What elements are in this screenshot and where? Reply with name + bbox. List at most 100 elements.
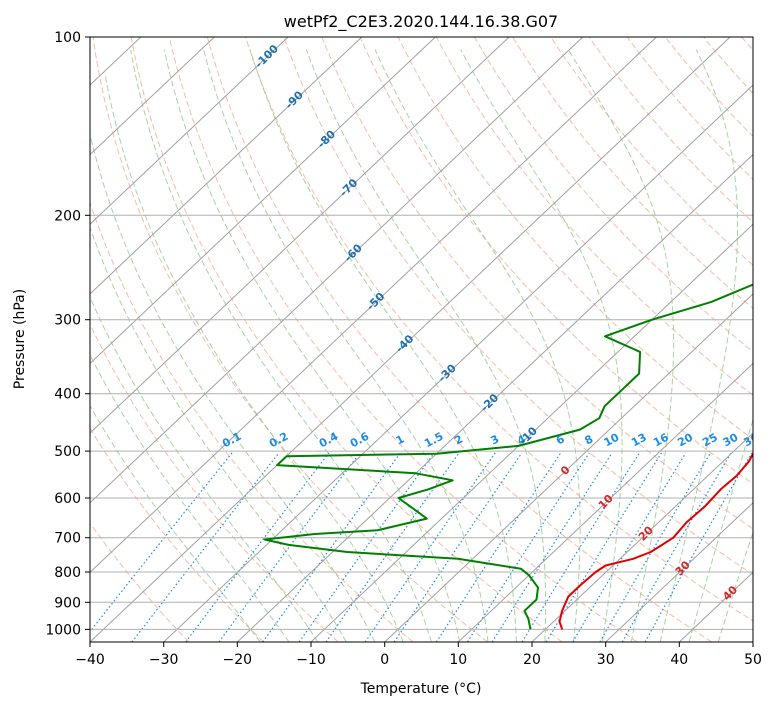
mixing-ratio-label: 0.6 bbox=[348, 430, 372, 451]
dry-adiabat bbox=[474, 37, 753, 353]
moist-adiabat bbox=[90, 295, 319, 642]
mixing-ratio-line bbox=[218, 452, 361, 642]
moist-adiabat bbox=[688, 417, 753, 642]
chart-title: wetPf2_C2E3.2020.144.16.38.G07 bbox=[284, 12, 558, 32]
moist-adiabat bbox=[163, 49, 461, 642]
dry-adiabat bbox=[283, 37, 753, 576]
moist-adiabat bbox=[717, 530, 753, 642]
y-axis-label: Pressure (hPa) bbox=[12, 289, 28, 389]
line-labels: 0.1 0.2 0.4 0.6 1 1.5 2 3 4 6 8 10 13 16 20 25 30 36-100-… bbox=[220, 42, 761, 603]
mixing-ratio-line bbox=[325, 452, 460, 642]
isotherm-line bbox=[90, 37, 584, 504]
dry-adiabat bbox=[321, 37, 753, 530]
moist-adiabat bbox=[567, 49, 675, 642]
dry-adiabat bbox=[168, 37, 638, 642]
y-tick-label: 300 bbox=[54, 313, 81, 329]
y-tick-label: 400 bbox=[54, 387, 81, 403]
mixing-ratio-label: 25 bbox=[700, 431, 720, 450]
x-tick-label: −30 bbox=[149, 652, 179, 668]
isotherm-line bbox=[531, 432, 753, 642]
mixing-ratio-label: 30 bbox=[721, 431, 741, 450]
y-tick-label: 800 bbox=[54, 565, 81, 581]
mixing-ratio-line bbox=[298, 452, 435, 642]
dry-adiabat bbox=[130, 37, 563, 642]
x-tick-label: 20 bbox=[523, 652, 541, 668]
dry-adiabat bbox=[206, 37, 712, 642]
dry-adiabat bbox=[245, 37, 753, 622]
isotherm-line bbox=[457, 362, 753, 642]
isotherm-line bbox=[90, 37, 289, 225]
x-tick-label: 40 bbox=[670, 652, 688, 668]
isotherm-line bbox=[752, 641, 753, 642]
isotherm-line bbox=[0, 37, 67, 642]
isotherm-line bbox=[384, 293, 753, 642]
moist-adiabats bbox=[90, 49, 753, 642]
moist-adiabat bbox=[659, 49, 739, 642]
x-tick-label: 30 bbox=[597, 652, 615, 668]
mixing-ratio-label: 16 bbox=[651, 431, 671, 450]
mixing-ratio-label: 0.4 bbox=[317, 430, 341, 451]
dry-adiabat bbox=[359, 37, 753, 485]
dewpoint-line bbox=[263, 283, 753, 630]
isotherms bbox=[0, 37, 753, 642]
isotherm-line bbox=[90, 37, 731, 642]
moist-adiabat bbox=[374, 49, 581, 642]
isotherm-line bbox=[90, 37, 363, 295]
mixing-ratio-label: 36 bbox=[741, 431, 761, 450]
x-tick-label: −40 bbox=[75, 652, 105, 668]
y-tick-label: 700 bbox=[54, 531, 81, 547]
y-axis-ticks: 100 200 300 400 500 600 700 800 900 1000 bbox=[45, 30, 90, 638]
mixing-ratio-line bbox=[644, 452, 753, 642]
dry-adiabat bbox=[92, 37, 488, 642]
dry-adiabat bbox=[512, 37, 753, 309]
mixing-ratio-label: 13 bbox=[629, 431, 649, 450]
x-axis-ticks: −40 −30 −20 −10 0 10 20 30 40 50 bbox=[75, 642, 762, 668]
mixing-ratio-line bbox=[185, 452, 330, 642]
mixing-ratio-line bbox=[466, 452, 590, 642]
dry-adiabat bbox=[397, 37, 753, 440]
plot-area: 0.1 0.2 0.4 0.6 1 1.5 2 3 4 6 8 10 13 16 20 25 30 36-100-… bbox=[0, 37, 761, 642]
mixing-ratio-line bbox=[262, 452, 401, 642]
mixing-ratio-line bbox=[491, 452, 613, 642]
sounding-curves bbox=[263, 283, 753, 630]
mixing-ratio-line bbox=[545, 452, 663, 642]
dry-adiabat bbox=[90, 200, 414, 642]
mixing-ratio-label: 3 bbox=[488, 432, 501, 447]
mixing-ratio-label: 10 bbox=[602, 431, 622, 450]
isotherm-line bbox=[90, 37, 657, 574]
mixing-ratio-line bbox=[131, 452, 280, 642]
isotherm-label: -100 bbox=[252, 42, 281, 71]
mixing-ratio-label: 0.1 bbox=[220, 430, 243, 451]
isotherm-line bbox=[605, 502, 753, 642]
mixing-ratio-label: 1.5 bbox=[422, 430, 445, 451]
y-tick-label: 100 bbox=[54, 30, 81, 46]
dry-adiabat bbox=[435, 37, 753, 396]
x-axis-label: Temperature (°C) bbox=[360, 681, 482, 697]
mixing-ratio-line bbox=[572, 452, 687, 642]
isotherm-line bbox=[90, 37, 215, 156]
isotherm-line bbox=[236, 153, 753, 642]
mixing-ratio-line bbox=[599, 452, 712, 642]
pressure-gridlines bbox=[90, 37, 753, 630]
mixing-ratio-label: 6 bbox=[554, 432, 567, 447]
x-tick-label: 50 bbox=[744, 652, 762, 668]
moist-adiabat bbox=[90, 404, 261, 642]
dry-adiabats bbox=[90, 37, 753, 642]
mixing-ratio-line bbox=[435, 452, 562, 642]
mixing-ratio-line bbox=[621, 452, 732, 642]
mixing-ratio-lines bbox=[90, 452, 753, 642]
plot-frame bbox=[89, 36, 754, 643]
x-tick-label: −10 bbox=[296, 652, 326, 668]
dry-adiabat bbox=[550, 37, 753, 266]
x-tick-label: 0 bbox=[380, 652, 389, 668]
y-tick-label: 200 bbox=[54, 208, 81, 224]
dry-adiabat bbox=[703, 37, 753, 95]
y-tick-label: 500 bbox=[54, 444, 81, 460]
x-tick-label: 10 bbox=[449, 652, 467, 668]
dry-adiabat bbox=[664, 37, 753, 138]
isotherm-line bbox=[90, 37, 510, 434]
temperature-line bbox=[558, 451, 753, 630]
moist-adiabat bbox=[90, 132, 376, 642]
dry-adiabat bbox=[90, 427, 264, 642]
